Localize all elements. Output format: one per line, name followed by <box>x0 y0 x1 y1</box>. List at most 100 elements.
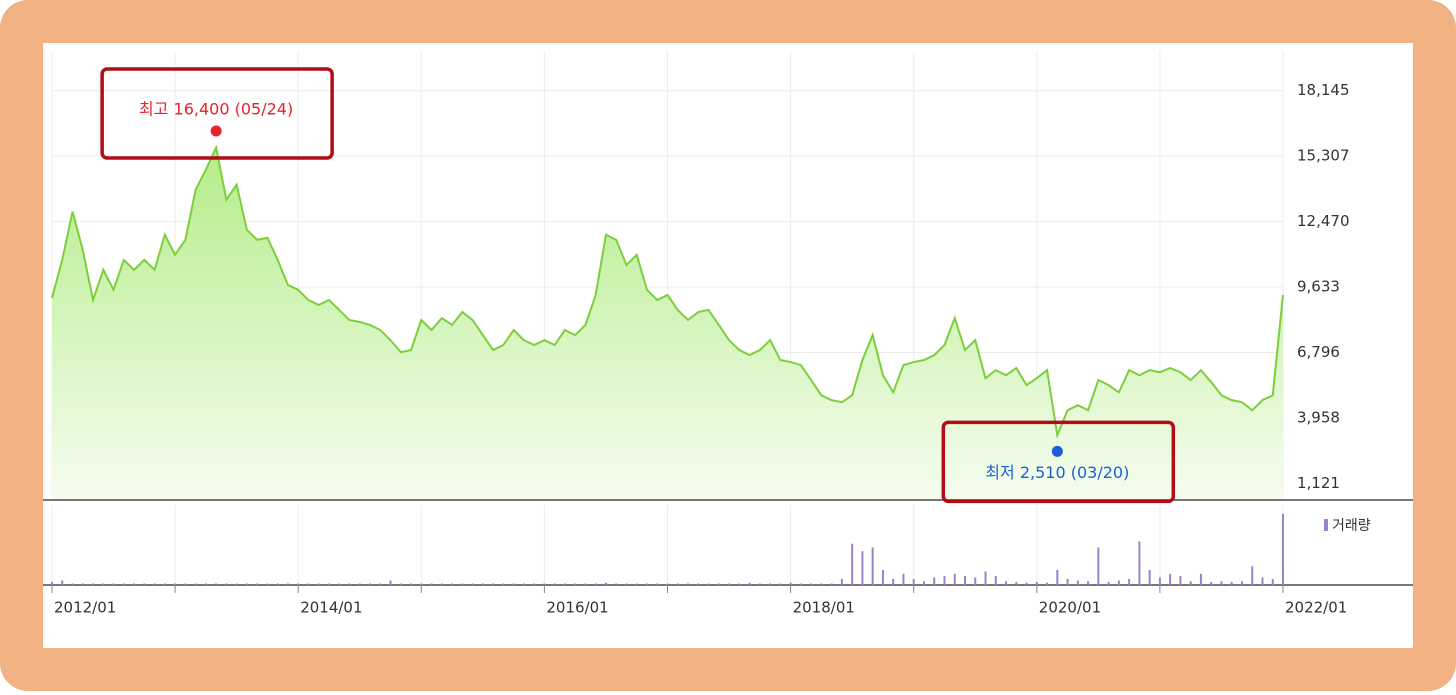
volume-bar <box>933 577 936 585</box>
volume-bar <box>1015 582 1018 585</box>
volume-bar <box>1189 581 1192 585</box>
volume-bar <box>194 583 197 585</box>
volume-bar <box>481 583 484 585</box>
volume-bar <box>943 576 946 585</box>
volume-bar <box>358 583 361 585</box>
volume-bar <box>851 543 854 585</box>
volume-bar <box>974 577 977 585</box>
x-tick-label: 2014/01 <box>300 599 362 617</box>
y-tick-label: 12,470 <box>1297 212 1350 230</box>
volume-bar <box>645 583 648 585</box>
volume-bar <box>1240 581 1243 585</box>
volume-bar <box>584 583 587 585</box>
volume-bar <box>615 583 618 585</box>
volume-bar <box>420 583 423 585</box>
x-tick-label: 2016/01 <box>546 599 608 617</box>
volume-bar <box>153 583 156 585</box>
volume-bar <box>758 583 761 585</box>
volume-bar <box>143 583 146 585</box>
volume-bar <box>71 583 74 585</box>
volume-bar <box>256 583 259 585</box>
y-tick-label: 18,145 <box>1297 81 1350 99</box>
volume-bar <box>738 583 741 585</box>
y-tick-label: 9,633 <box>1297 278 1340 296</box>
volume-bar <box>215 583 218 585</box>
area-fill <box>52 147 1283 500</box>
volume-bar <box>810 583 813 585</box>
price-line <box>51 144 1284 439</box>
volume-bar <box>379 583 382 585</box>
volume-bar <box>717 583 720 585</box>
x-tick-label: 2012/01 <box>54 599 116 617</box>
y-tick-label: 3,958 <box>1297 408 1340 426</box>
volume-bar <box>553 583 556 585</box>
volume-bar <box>963 576 966 585</box>
volume-bar <box>317 583 320 585</box>
volume-bar <box>656 583 659 585</box>
volume-bar <box>1107 582 1110 585</box>
volume-bar <box>687 583 690 585</box>
volume-bar <box>820 583 823 585</box>
legend-swatch <box>1324 519 1328 531</box>
volume-bar <box>1158 577 1161 585</box>
volume-bar <box>522 583 525 585</box>
volume-bar <box>410 583 413 585</box>
annotation-box <box>941 420 1176 504</box>
volume-bar <box>563 583 566 585</box>
volume-bar <box>348 583 351 585</box>
volume-bar <box>830 583 833 585</box>
volume-bar <box>399 583 402 585</box>
annotation-text: 최고 16,400 (05/24) <box>139 99 293 118</box>
volume-bar <box>707 583 710 585</box>
volume-bar <box>1076 580 1079 585</box>
volume-bar <box>1035 582 1038 585</box>
volume-bar <box>922 581 925 585</box>
volume-bar <box>871 547 874 585</box>
volume-bar <box>635 583 638 585</box>
volume-bar <box>1261 577 1264 585</box>
volume-bar <box>1025 582 1028 585</box>
volume-bar <box>1282 513 1284 585</box>
volume-bar <box>61 580 64 585</box>
volume-bar <box>697 583 700 585</box>
annotation-box <box>100 67 334 160</box>
volume-bar <box>840 579 843 585</box>
annotation-text: 최저 2,510 (03/20) <box>985 463 1129 482</box>
volume-bar <box>451 583 454 585</box>
volume-bar <box>994 576 997 585</box>
volume-bar <box>1251 566 1254 585</box>
volume-bar <box>492 583 495 585</box>
volume-bar <box>1148 570 1151 585</box>
volume-bar <box>389 580 392 585</box>
volume-bar <box>1179 576 1182 585</box>
volume-bar <box>133 583 136 585</box>
volume-bar <box>881 570 884 585</box>
volume-bar <box>245 583 248 585</box>
volume-bar <box>543 583 546 585</box>
volume-bar <box>369 583 372 585</box>
volume-bar <box>440 583 443 585</box>
volume-bar <box>1128 579 1131 585</box>
volume-bar <box>430 583 433 585</box>
volume-bar <box>461 583 464 585</box>
volume-bar <box>789 582 792 585</box>
volume-bar <box>676 583 679 585</box>
volume-bar <box>533 583 536 585</box>
volume-bar <box>912 579 915 585</box>
volume-bar <box>1117 580 1120 585</box>
volume-bar <box>902 573 905 585</box>
volume-bar <box>861 551 864 585</box>
volume-bar <box>184 583 187 585</box>
volume-bar <box>728 583 731 585</box>
volume-bar <box>297 583 300 585</box>
volume-bar <box>666 583 669 585</box>
volume-bar <box>953 573 956 585</box>
volume-bar <box>574 583 577 585</box>
annotation-dot <box>210 125 222 137</box>
volume-bar <box>1087 581 1090 585</box>
volume-bar <box>122 583 125 585</box>
y-tick-label: 15,307 <box>1297 147 1350 165</box>
x-tick-label: 2018/01 <box>793 599 855 617</box>
